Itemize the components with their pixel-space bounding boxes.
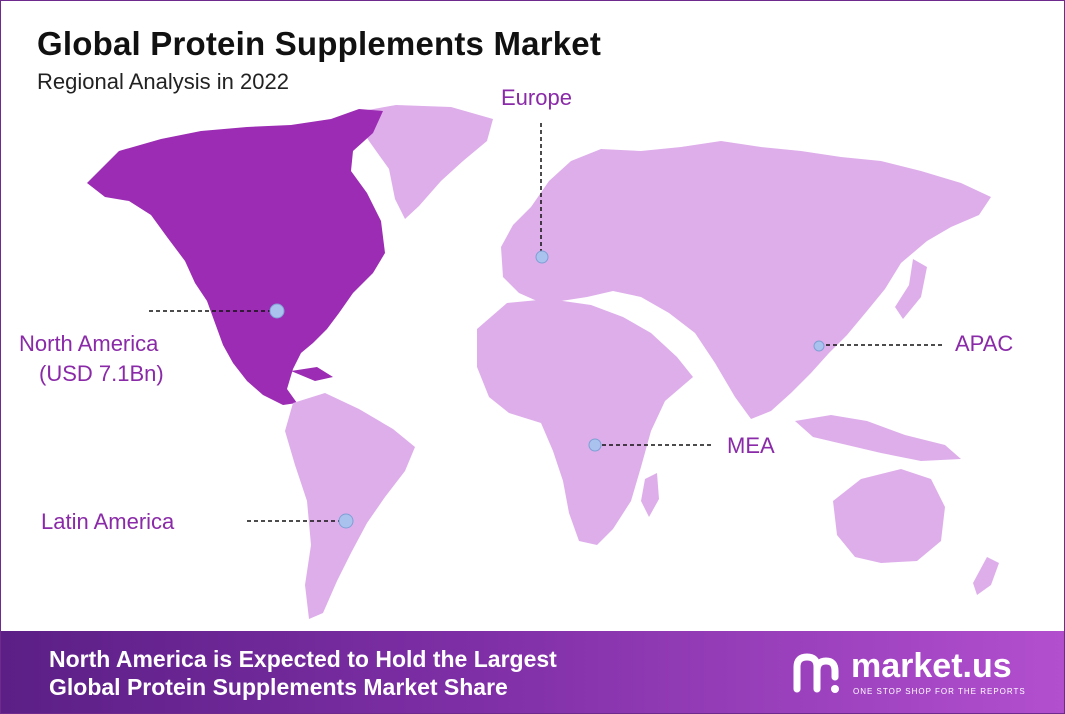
footer-banner: North America is Expected to Hold the La…	[1, 631, 1064, 713]
mea-label: MEA	[727, 433, 775, 458]
latin-america-marker[interactable]	[338, 513, 354, 529]
japan-shape	[895, 259, 927, 319]
europe-marker[interactable]	[535, 250, 549, 264]
apac-marker[interactable]	[813, 340, 825, 352]
caribbean-shape	[291, 367, 333, 381]
greenland-shape	[351, 105, 493, 219]
apac-label: APAC	[955, 331, 1013, 356]
market-us-logo-icon	[793, 653, 839, 693]
madagascar-shape	[641, 473, 659, 517]
south-america-shape[interactable]	[285, 393, 415, 619]
new-zealand-shape	[973, 557, 999, 595]
southeast-asia-islands-shape	[795, 415, 961, 461]
footer-line-2: Global Protein Supplements Market Share	[49, 674, 508, 700]
north-america-label: North America	[19, 331, 159, 356]
brand-name: market.us	[851, 647, 1012, 685]
north-america-shape[interactable]	[87, 109, 385, 405]
footer-text: North America is Expected to Hold the La…	[49, 645, 557, 701]
africa-shape[interactable]	[477, 299, 693, 545]
world-map: Europe North America (USD 7.1Bn) APAC ME…	[19, 85, 1013, 619]
page-subtitle: Regional Analysis in 2022	[37, 69, 289, 94]
brand-logo[interactable]: market.us ONE STOP SHOP FOR THE REPORTS	[791, 647, 1041, 701]
footer-line-1: North America is Expected to Hold the La…	[49, 646, 557, 672]
brand-tagline: ONE STOP SHOP FOR THE REPORTS	[853, 687, 1026, 696]
australia-shape	[833, 469, 945, 563]
north-america-value: (USD 7.1Bn)	[39, 361, 164, 386]
latin-america-label: Latin America	[41, 509, 175, 534]
eurasia-shape[interactable]	[501, 141, 991, 419]
mea-marker[interactable]	[588, 438, 602, 452]
europe-label: Europe	[501, 85, 572, 110]
page-title: Global Protein Supplements Market	[37, 25, 602, 62]
north-america-marker[interactable]	[269, 303, 285, 319]
